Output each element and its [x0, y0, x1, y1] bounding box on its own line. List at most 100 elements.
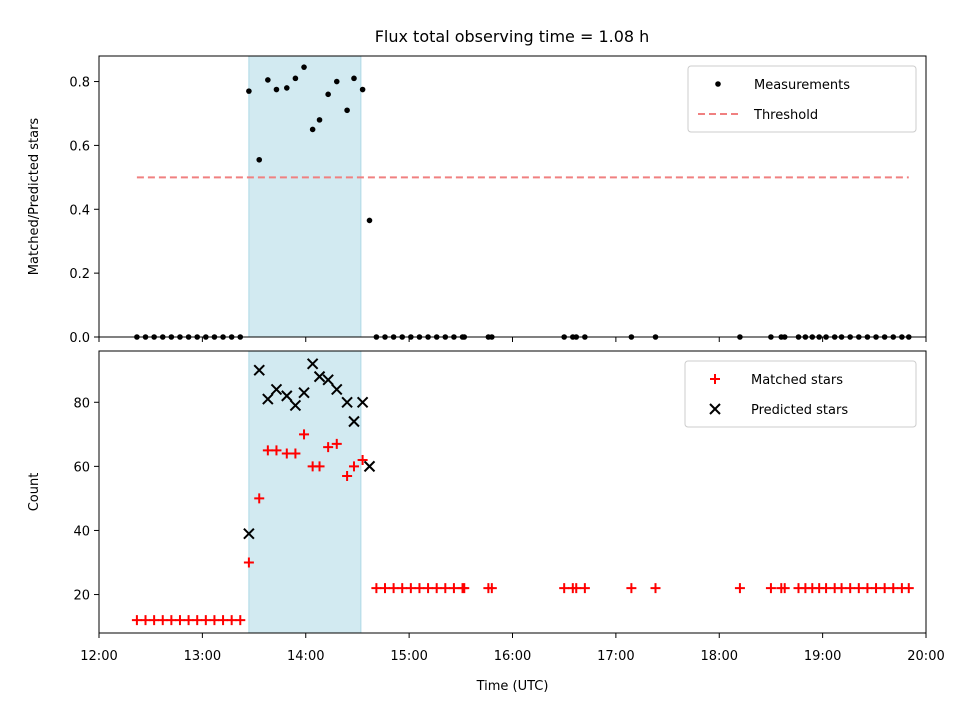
matched-point — [218, 615, 229, 626]
x-axis-label: Time (UTC) — [476, 679, 549, 694]
y-tick-label: 20 — [73, 589, 90, 604]
chart-title: Flux total observing time = 1.08 h — [375, 27, 650, 46]
predicted-point — [341, 396, 353, 408]
matched-point — [459, 583, 470, 594]
matched-point — [571, 583, 582, 594]
y-tick-label: 0.0 — [69, 331, 90, 346]
matched-point — [903, 583, 914, 594]
matched-point — [836, 583, 847, 594]
matched-point — [140, 615, 151, 626]
predicted-point — [289, 399, 302, 412]
matched-point — [734, 583, 745, 594]
matched-point — [626, 583, 637, 594]
x-tick-label: 13:00 — [184, 649, 221, 664]
predicted-point — [281, 390, 293, 402]
predicted-point — [322, 374, 334, 386]
matched-point — [331, 438, 342, 449]
matched-point — [200, 615, 211, 626]
plot-frame — [98, 350, 927, 634]
predicted-point — [306, 358, 319, 370]
y-axis-label: Count — [27, 473, 42, 512]
predicted-point — [262, 393, 274, 405]
x-tick-label: 18:00 — [701, 649, 738, 664]
matched-point — [281, 448, 292, 459]
measurement-point — [309, 126, 316, 133]
predicted-point — [253, 364, 265, 376]
x-tick-label: 16:00 — [494, 649, 531, 664]
predicted-point — [298, 386, 310, 399]
measurement-point — [301, 64, 307, 70]
matched-point — [348, 461, 359, 472]
matched-point — [174, 615, 185, 626]
legend-label: Predicted stars — [751, 403, 848, 418]
matched-point — [821, 583, 832, 594]
x-tick-label: 15:00 — [390, 649, 427, 664]
highlight-span — [248, 55, 362, 338]
legend-label: Measurements — [754, 78, 850, 93]
x-tick-label: 20:00 — [907, 649, 944, 664]
matched-point — [157, 615, 168, 626]
legend: Measurements Threshold — [687, 65, 917, 133]
y-tick-label: 0.6 — [69, 139, 90, 154]
x-tick-label: 14:00 — [287, 649, 324, 664]
matched-point — [888, 583, 899, 594]
legend-box — [684, 360, 917, 428]
y-tick-label: 40 — [73, 524, 90, 539]
measurement-point — [333, 78, 340, 85]
x-tick-label: 12:00 — [80, 649, 117, 664]
matched-point — [271, 445, 282, 456]
matched-point — [779, 583, 790, 594]
matched-point — [431, 583, 442, 594]
x-tick-label: 17:00 — [597, 649, 634, 664]
matched-point — [166, 615, 177, 626]
matched-point — [650, 583, 661, 594]
matched-point — [380, 583, 391, 594]
matched-point — [397, 583, 408, 594]
predicted-point — [243, 527, 255, 540]
predicted-point — [270, 383, 283, 396]
plot-frame — [98, 55, 927, 338]
matched-point — [290, 448, 301, 459]
y-tick-label: 0.4 — [69, 203, 90, 218]
matched-point — [388, 583, 399, 594]
measurement-point — [366, 217, 373, 224]
predicted-point — [313, 370, 326, 383]
legend-label: Matched stars — [751, 373, 843, 388]
legend-matched-swatch — [710, 374, 720, 384]
matched-point — [254, 493, 265, 504]
measurement-point — [351, 75, 357, 82]
legend-measurement-swatch — [715, 81, 721, 87]
measurement-point — [283, 85, 290, 91]
y-tick-label: 0.8 — [69, 76, 90, 91]
series-matched-stars — [131, 429, 914, 626]
matched-point — [357, 454, 368, 465]
top-panel: 0.0 0.2 0.4 0.6 0.8 Matched/Predicted stars Me… — [27, 55, 927, 346]
matched-point — [440, 583, 451, 594]
matched-point — [183, 615, 194, 626]
y-tick-label: 80 — [73, 396, 90, 411]
matched-point — [149, 615, 160, 626]
y-tick-label: 0.2 — [69, 267, 90, 282]
matched-point — [871, 583, 882, 594]
matched-point — [314, 461, 325, 472]
matched-point — [448, 583, 459, 594]
matched-point — [342, 470, 353, 481]
legend-box — [687, 65, 917, 133]
measurement-point — [316, 117, 323, 123]
measurement-point — [325, 91, 331, 98]
matched-point — [192, 615, 203, 626]
y-axis-label: Matched/Predicted stars — [27, 118, 42, 276]
measurement-point — [344, 107, 350, 114]
matched-point — [299, 429, 310, 440]
matched-point — [579, 583, 590, 594]
legend: Matched stars Predicted stars — [684, 360, 917, 428]
measurement-point — [246, 88, 252, 94]
matched-point — [486, 583, 497, 594]
matched-point — [209, 615, 220, 626]
x-tick-label: 19:00 — [804, 649, 841, 664]
predicted-point — [356, 396, 369, 408]
matched-point — [371, 583, 382, 594]
matched-point — [262, 445, 273, 456]
matched-point — [879, 583, 890, 594]
